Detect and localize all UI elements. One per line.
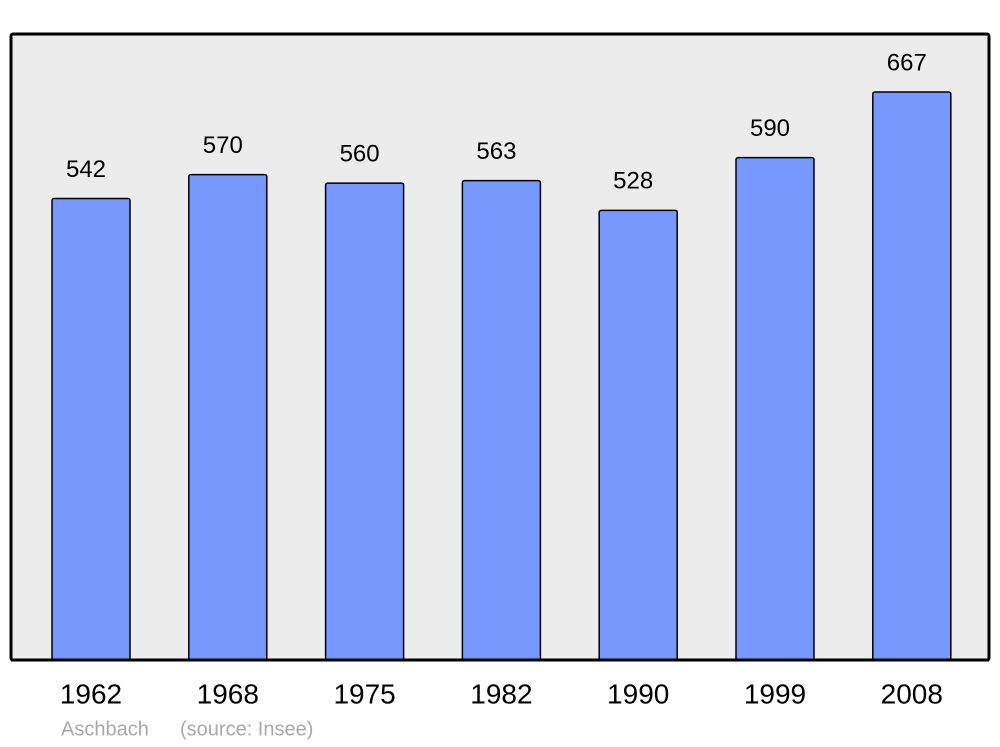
bar <box>51 197 131 661</box>
value-label: 570 <box>203 132 243 159</box>
value-label: 563 <box>476 138 516 165</box>
bar <box>735 156 815 661</box>
x-tick-label: 1990 <box>607 678 669 709</box>
x-tick-label: 1982 <box>470 678 532 709</box>
x-tick-label: 1962 <box>60 678 122 709</box>
bar <box>324 182 405 661</box>
value-label: 528 <box>613 168 653 195</box>
bar <box>461 179 542 661</box>
value-label: 560 <box>340 140 380 167</box>
x-tick-label: 1968 <box>197 678 259 709</box>
value-label: 590 <box>750 115 790 142</box>
value-label: 667 <box>887 49 927 76</box>
x-tick-label: 1999 <box>744 678 806 709</box>
x-tick-label: 2008 <box>881 678 943 709</box>
value-label: 542 <box>66 156 106 183</box>
bar <box>188 173 268 661</box>
place-label: Aschbach <box>61 718 149 740</box>
bar <box>872 91 952 661</box>
bar <box>598 209 678 661</box>
source-label: (source: Insee) <box>180 718 313 740</box>
x-tick-label: 1975 <box>333 678 395 709</box>
